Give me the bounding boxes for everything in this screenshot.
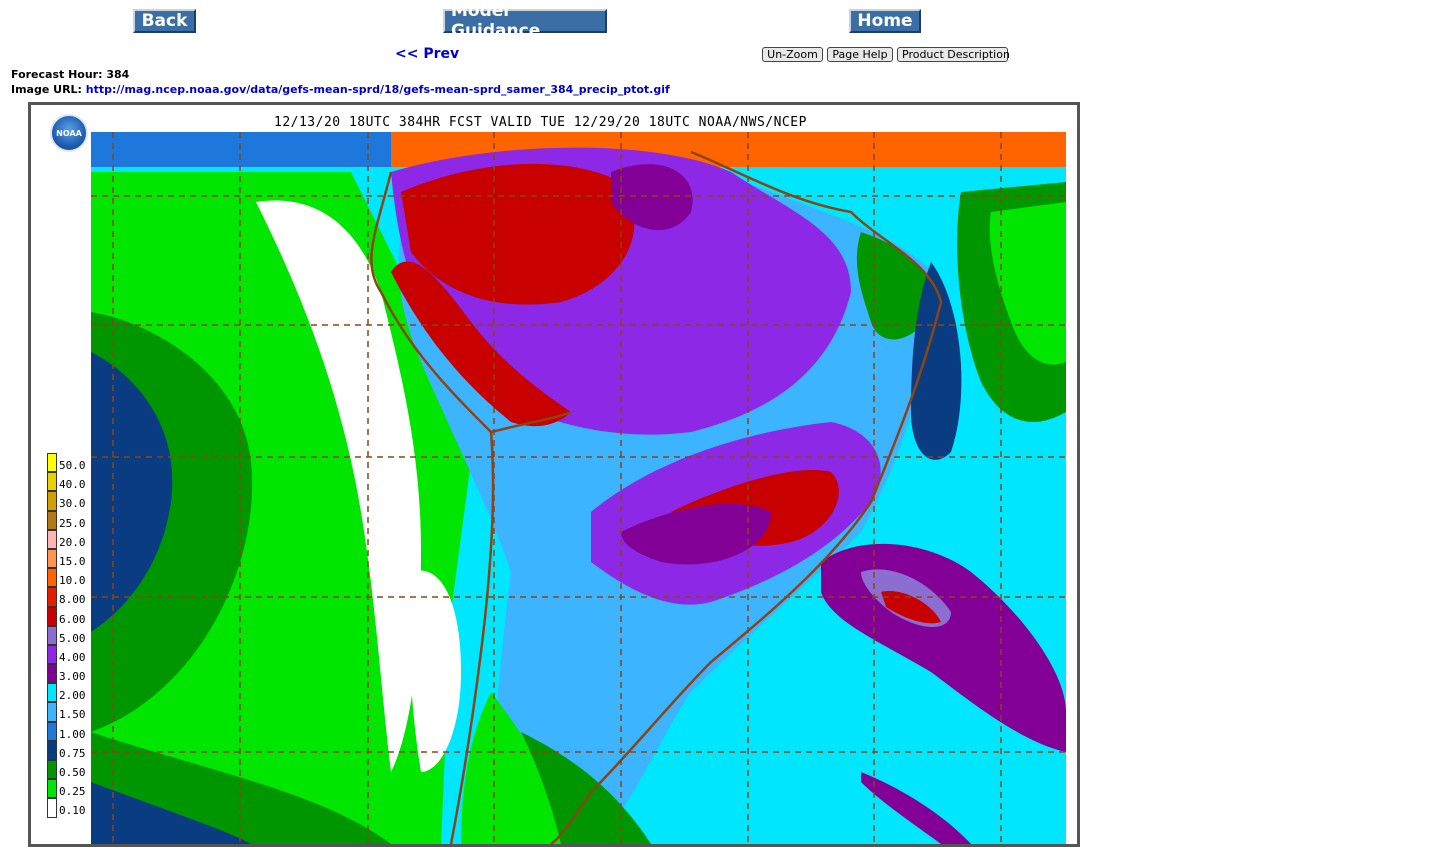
precipitation-field [91,132,1066,844]
legend-row: 40.0 [47,472,93,492]
page-help-button[interactable]: Page Help [827,47,893,62]
unzoom-button[interactable]: Un-Zoom [762,47,823,62]
legend-swatch [47,510,57,530]
legend-swatch [47,779,57,799]
legend-swatch [47,644,57,665]
legend-label: 4.00 [59,650,86,664]
forecast-hour: Forecast Hour: 384 [11,68,129,81]
legend-label: 3.00 [59,670,86,684]
legend-row: 0.10 [47,798,93,818]
legend-row: 4.00 [47,644,93,665]
pacific-blue-patch [91,352,173,632]
legend-swatch [47,798,57,818]
patagonia-green [461,692,571,844]
legend-swatch [47,625,57,645]
legend-row: 2.00 [47,683,93,703]
legend-swatch [47,472,57,492]
legend-label: 30.0 [59,497,86,511]
legend-row: 1.00 [47,721,93,741]
legend-row: 3.00 [47,664,93,684]
legend-row: 1.50 [47,702,93,722]
legend-row: 15.0 [47,548,93,569]
dry-zone-north [256,200,421,772]
legend-row: 50.0 [47,453,93,473]
forecast-hour-label: Forecast Hour: [11,68,103,81]
andes-red [391,261,571,427]
legend-label: 2.00 [59,689,86,703]
model-guidance-button[interactable]: Model Guidance [443,1,607,41]
back-button[interactable]: Back [133,9,196,33]
product-description-button[interactable]: Product Description [897,47,1010,62]
legend-label: 10.0 [59,574,86,588]
atlantic-light-green [989,202,1066,365]
legend-swatch [47,491,57,511]
legend-swatch [47,760,57,780]
map-title: 12/13/20 18UTC 384HR FCST VALID TUE 12/2… [274,115,807,130]
legend-swatch [47,740,57,760]
precip-legend: 50.0 40.0 30.0 25.0 20.0 15.0 10.0 8.00 6.00 5.00… [47,453,93,818]
legend-row: 5.00 [47,625,93,645]
legend-label: 5.00 [59,631,86,645]
legend-swatch [47,664,57,684]
legend-swatch [47,606,57,626]
patagonia-dark-green [521,732,651,844]
image-url-link[interactable]: http://mag.ncep.noaa.gov/data/gefs-mean-… [85,83,670,96]
ne-green [856,232,936,340]
legend-row: 10.0 [47,568,93,588]
legend-swatch [47,721,57,741]
prev-link[interactable]: << Prev [395,46,460,62]
south-atlantic-red [881,591,941,624]
legend-swatch [47,683,57,703]
pacific-south-blue [91,782,251,844]
image-url: Image URL: http://mag.ncep.noaa.gov/data… [11,83,670,96]
amazon-red [401,163,635,305]
legend-label: 20.0 [59,535,86,549]
legend-swatch [47,702,57,722]
coastline [370,150,943,844]
legend-row: 6.00 [47,606,93,626]
legend-swatch [47,548,57,569]
legend-label: 0.10 [59,804,86,818]
legend-label: 25.0 [59,516,86,530]
image-url-label: Image URL: [11,83,82,96]
legend-swatch [47,453,57,473]
forecast-map: NOAA 12/13/20 18UTC 384HR FCST VALID TUE… [28,102,1080,847]
legend-label: 1.00 [59,727,86,741]
legend-label: 1.50 [59,708,86,722]
legend-label: 50.0 [59,459,86,472]
central-brazil-dark [621,503,771,565]
legend-row: 25.0 [47,510,93,530]
legend-label: 0.25 [59,785,86,799]
legend-label: 15.0 [59,554,86,568]
legend-row: 0.75 [47,740,93,760]
legend-swatch [47,529,57,549]
noaa-logo-text: NOAA [56,128,82,138]
legend-label: 0.50 [59,766,86,779]
legend-label: 8.00 [59,593,86,607]
southeast-purple-streak [861,772,971,844]
home-button[interactable]: Home [849,9,921,33]
legend-label: 6.00 [59,612,86,626]
legend-row: 20.0 [47,529,93,549]
legend-row: 30.0 [47,491,93,511]
amazon-deep-purple [611,164,693,231]
legend-row: 0.50 [47,760,93,780]
noaa-logo-icon: NOAA [50,114,88,152]
forecast-hour-value: 384 [106,68,130,81]
legend-swatch [47,568,57,588]
legend-label: 0.75 [59,746,86,760]
atlantic-blue [911,262,962,460]
legend-row: 8.00 [47,587,93,607]
legend-label: 40.0 [59,478,86,492]
dry-zone-south [409,570,461,772]
north-band-west [91,132,391,167]
legend-swatch [47,587,57,607]
legend-row: 0.25 [47,779,93,799]
